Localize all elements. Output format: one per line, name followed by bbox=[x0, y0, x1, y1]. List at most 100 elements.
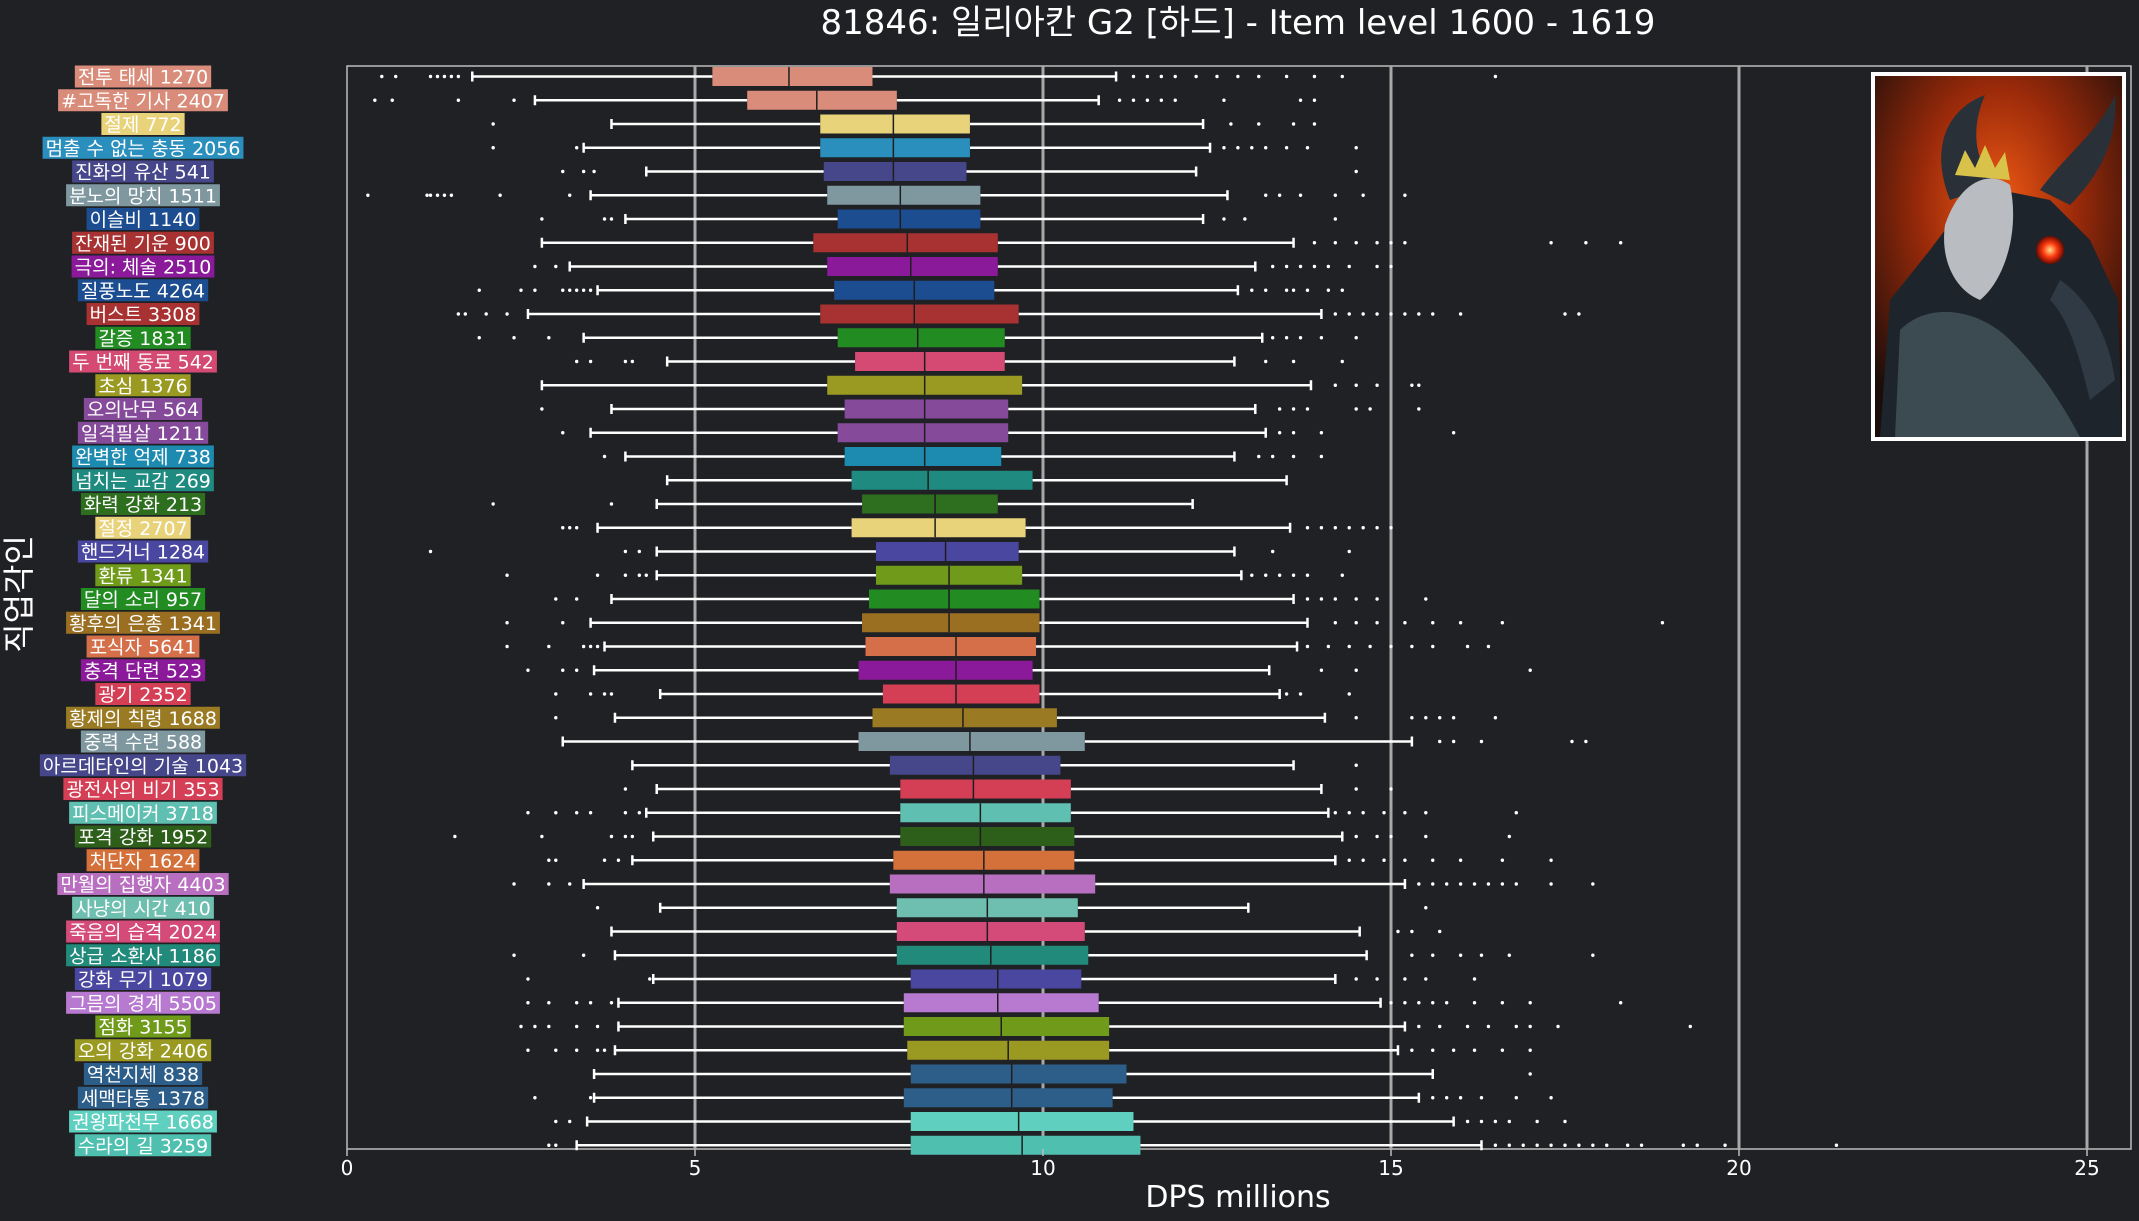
outlier-point bbox=[547, 1024, 551, 1029]
outlier-point bbox=[554, 811, 558, 815]
category-label-bg bbox=[77, 1086, 209, 1109]
category-label: 만월의 집행자 4403 bbox=[60, 874, 225, 896]
outlier-point bbox=[1438, 929, 1442, 934]
category-label: 세맥타통 1378 bbox=[81, 1088, 205, 1110]
category-label: 환류 1341 bbox=[98, 565, 187, 587]
box-item bbox=[526, 1040, 1532, 1060]
category-label: 중력 수련 588 bbox=[84, 732, 202, 754]
outlier-point bbox=[1347, 811, 1351, 815]
outlier-point bbox=[561, 621, 565, 625]
outlier-point bbox=[1556, 1024, 1560, 1029]
category-label-bg bbox=[72, 896, 214, 919]
box-item bbox=[491, 494, 1194, 514]
outlier-point bbox=[1312, 122, 1317, 126]
outlier-point bbox=[1403, 811, 1407, 815]
box-item bbox=[554, 589, 1428, 609]
outlier-point bbox=[568, 882, 572, 886]
category-label-item: 질풍노도 4264 bbox=[77, 279, 209, 302]
category-label: 멈출 수 없는 충동 2056 bbox=[46, 138, 241, 160]
outlier-point bbox=[561, 169, 565, 174]
outlier-point bbox=[1291, 359, 1296, 364]
outlier-point bbox=[1354, 716, 1358, 720]
outlier-point bbox=[1354, 787, 1358, 791]
box-item bbox=[505, 637, 1491, 656]
plot-area-frame bbox=[346, 65, 2132, 1150]
outlier-point bbox=[568, 193, 572, 197]
outlier-point bbox=[574, 146, 579, 150]
category-label-item: 오의 강화 2406 bbox=[74, 1039, 212, 1062]
category-label-bg bbox=[95, 326, 191, 349]
outlier-point bbox=[1403, 312, 1407, 316]
outlier-point bbox=[1375, 312, 1379, 316]
category-label-item: 멈출 수 없는 충동 2056 bbox=[42, 136, 244, 160]
outlier-point bbox=[547, 644, 551, 649]
box-item bbox=[561, 732, 1588, 751]
box-item bbox=[554, 684, 1351, 704]
outlier-point bbox=[1305, 573, 1310, 577]
outlier-point bbox=[623, 787, 628, 791]
outlier-point bbox=[1361, 526, 1365, 530]
outlier-point bbox=[1424, 597, 1428, 601]
iqr-box bbox=[910, 969, 1082, 989]
outlier-point bbox=[1361, 312, 1365, 316]
box-item bbox=[477, 328, 1358, 348]
category-label-bg bbox=[86, 849, 200, 872]
outlier-point bbox=[595, 1024, 600, 1029]
outlier-point bbox=[1389, 312, 1393, 316]
iqr-box bbox=[903, 1088, 1113, 1108]
outlier-point bbox=[644, 573, 648, 577]
box-item bbox=[554, 708, 1498, 728]
outlier-point bbox=[547, 858, 551, 862]
category-label-bg bbox=[42, 136, 244, 159]
outlier-point bbox=[1410, 383, 1414, 387]
category-label: 피스메이커 3718 bbox=[72, 803, 214, 825]
outlier-point bbox=[588, 811, 593, 815]
outlier-point bbox=[1389, 1001, 1393, 1005]
outlier-point bbox=[1451, 431, 1456, 435]
iqr-box bbox=[903, 993, 1099, 1013]
category-label-bg bbox=[83, 398, 203, 420]
outlier-point bbox=[602, 692, 607, 696]
outlier-point bbox=[1584, 241, 1588, 245]
outlier-point bbox=[1354, 621, 1358, 625]
outlier-point bbox=[505, 621, 509, 625]
category-label: 분노의 망치 1511 bbox=[69, 185, 217, 207]
box-item bbox=[561, 423, 1456, 443]
category-label: 황후의 은총 1341 bbox=[69, 613, 217, 635]
outlier-point bbox=[1493, 74, 1498, 79]
category-label: 오의난무 564 bbox=[87, 399, 199, 421]
outlier-point bbox=[1618, 1001, 1623, 1005]
outlier-point bbox=[595, 644, 600, 649]
outlier-point bbox=[526, 811, 530, 815]
box-item bbox=[533, 1088, 1553, 1108]
category-label-item: 역천지체 838 bbox=[83, 1063, 203, 1086]
category-label: 절정 2707 bbox=[98, 518, 187, 540]
category-label-item: 핸드거너 1284 bbox=[77, 540, 209, 564]
outlier-point bbox=[1340, 359, 1344, 364]
box-item bbox=[623, 779, 1393, 799]
category-label: 수라의 길 3259 bbox=[78, 1135, 208, 1157]
iqr-box bbox=[896, 922, 1085, 941]
outlier-point bbox=[449, 193, 454, 197]
outlier-point bbox=[540, 217, 544, 221]
outlier-point bbox=[1298, 692, 1303, 696]
iqr-box bbox=[858, 732, 1085, 751]
outlier-point bbox=[1417, 383, 1421, 387]
box-item bbox=[512, 945, 1595, 965]
outlier-point bbox=[1291, 431, 1296, 435]
outlier-point bbox=[453, 834, 457, 839]
iqr-box bbox=[900, 779, 1071, 799]
outlier-point bbox=[602, 217, 607, 221]
category-label-bg bbox=[74, 1134, 212, 1157]
outlier-point bbox=[1145, 98, 1150, 102]
outlier-point bbox=[595, 1048, 600, 1052]
category-label-item: 절제 772 bbox=[101, 113, 185, 136]
box-item bbox=[526, 803, 1518, 823]
category-label: 광전사의 비기 353 bbox=[66, 779, 219, 801]
outlier-point bbox=[1625, 1143, 1630, 1147]
outlier-point bbox=[1333, 193, 1338, 197]
category-label-bg bbox=[83, 1063, 203, 1085]
outlier-point bbox=[1660, 621, 1665, 625]
outlier-point bbox=[1472, 882, 1477, 886]
category-label: 그믐의 경계 5505 bbox=[69, 993, 217, 1015]
